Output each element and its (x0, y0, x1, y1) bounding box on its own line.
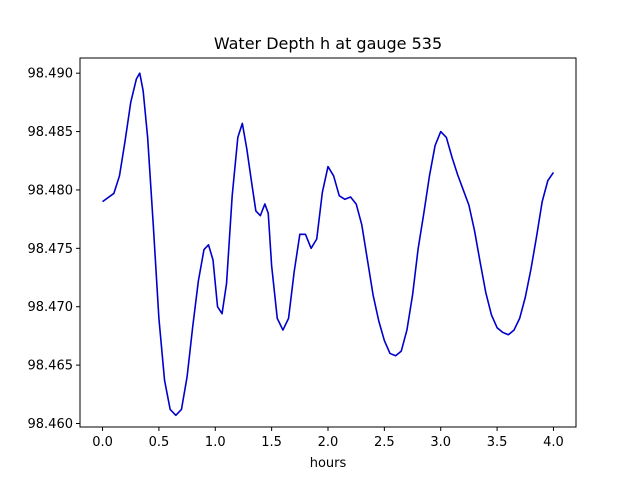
y-axis: 98.460 98.465 98.470 98.475 98.480 98.485 98.4… (28, 67, 80, 432)
chart-title: Water Depth h at gauge 535 (214, 34, 442, 53)
x-tick-label: 3.0 (430, 435, 451, 450)
y-tick-label: 98.480 (28, 183, 74, 198)
series-line-0 (102, 72, 555, 417)
y-tick-label: 98.470 (28, 300, 74, 315)
x-tick-label: 0.0 (92, 435, 113, 450)
y-tick-label: 98.465 (28, 359, 74, 374)
y-tick-label: 98.490 (28, 67, 74, 82)
y-tick-label: 98.460 (28, 417, 74, 432)
y-tick-label: 98.485 (28, 125, 74, 140)
x-tick-label: 2.5 (374, 435, 395, 450)
y-tick-label: 98.475 (28, 242, 74, 257)
x-tick-label: 1.5 (261, 435, 282, 450)
x-axis-label: hours (310, 456, 347, 471)
x-tick-label: 1.0 (205, 435, 226, 450)
x-tick-label: 0.5 (149, 435, 170, 450)
x-tick-label: 2.0 (318, 435, 339, 450)
x-tick-label: 3.5 (487, 435, 508, 450)
plot-area (79, 57, 577, 428)
x-tick-label: 4.0 (543, 435, 564, 450)
x-axis: 0.0 0.5 1.0 1.5 2.0 2.5 3.0 3.5 4.0 (92, 427, 564, 450)
